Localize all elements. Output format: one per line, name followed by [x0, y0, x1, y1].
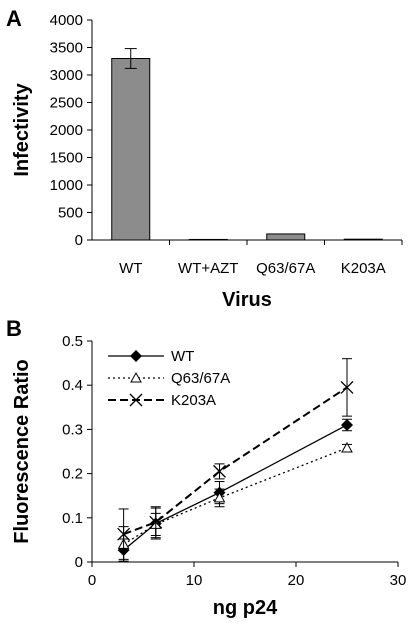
- y-tick-label: 0: [75, 554, 83, 571]
- panel-b-line-chart: 0 0.1 0.2 0.3 0.4 0.5 0 10 20 30 WT Q63/67A K203A ng …: [11, 333, 406, 619]
- data-point-wt: [341, 418, 353, 431]
- panel-a-letter: A: [6, 6, 22, 31]
- legend-label-wt: WT: [171, 348, 194, 365]
- y-tick-label: 500: [58, 205, 83, 222]
- legend-marker-k203a: [129, 393, 143, 407]
- data-point-k203a: [213, 464, 226, 478]
- x-axis-label: ng p24: [213, 597, 278, 619]
- y-tick-label: 0.5: [62, 333, 83, 350]
- data-point-q63-67a: [213, 491, 226, 503]
- data-point-k203a: [340, 380, 354, 394]
- y-tick-label: 1000: [50, 177, 83, 194]
- legend-marker-wt: [130, 350, 142, 362]
- legend-marker-q63-67a: [130, 371, 142, 383]
- bar-wt: [111, 58, 151, 241]
- y-tick-label: 0.3: [62, 421, 83, 438]
- panel-a-bar-chart: 0 500 1000 1500 2000 2500 3000 3500 4000 WT WT+AZT…: [11, 12, 403, 311]
- series-line-q63-67a: [123, 447, 348, 545]
- x-tick-label: WT+AZT: [178, 260, 238, 277]
- series-line-wt: [123, 424, 348, 551]
- y-tick-label: 2500: [50, 95, 83, 112]
- x-tick-label: 0: [88, 572, 96, 589]
- legend-label-q63-67a: Q63/67A: [171, 370, 230, 387]
- x-axis-label: Virus: [222, 289, 272, 311]
- y-tick-label: 0.2: [62, 466, 83, 483]
- y-tick-label: 0.1: [62, 510, 83, 527]
- y-tick-label: 0: [75, 232, 83, 249]
- x-tick-label: Q63/67A: [256, 260, 315, 277]
- y-tick-label: 2000: [50, 122, 83, 139]
- panel-b-letter: B: [6, 316, 22, 341]
- y-axis-label: Infectivity: [11, 82, 33, 176]
- data-point-k203a: [149, 515, 163, 529]
- series-k203a: [117, 358, 354, 560]
- series-wt: [117, 418, 353, 562]
- x-tick-label: WT: [119, 260, 142, 277]
- y-tick-label: 3000: [50, 67, 83, 84]
- x-tick-label: 10: [186, 572, 203, 589]
- y-tick-label: 3500: [50, 40, 83, 57]
- y-tick-label: 0.4: [62, 377, 83, 394]
- bar-wt-azt: [188, 238, 228, 241]
- y-tick-label: 1500: [50, 150, 83, 167]
- y-tick-label: 4000: [50, 12, 83, 29]
- y-axis-label: Fluorescence Ratio: [11, 359, 33, 544]
- bar-q63-67a: [266, 233, 306, 241]
- legend-label-k203a: K203A: [171, 392, 216, 409]
- data-point-q63-67a: [341, 441, 353, 453]
- series-line-k203a: [123, 386, 348, 536]
- data-point-k203a: [117, 527, 131, 541]
- x-tick-label: 30: [390, 572, 407, 589]
- x-tick-label: 20: [288, 572, 305, 589]
- x-tick-label: K203A: [341, 260, 386, 277]
- bar-k203a: [343, 238, 383, 241]
